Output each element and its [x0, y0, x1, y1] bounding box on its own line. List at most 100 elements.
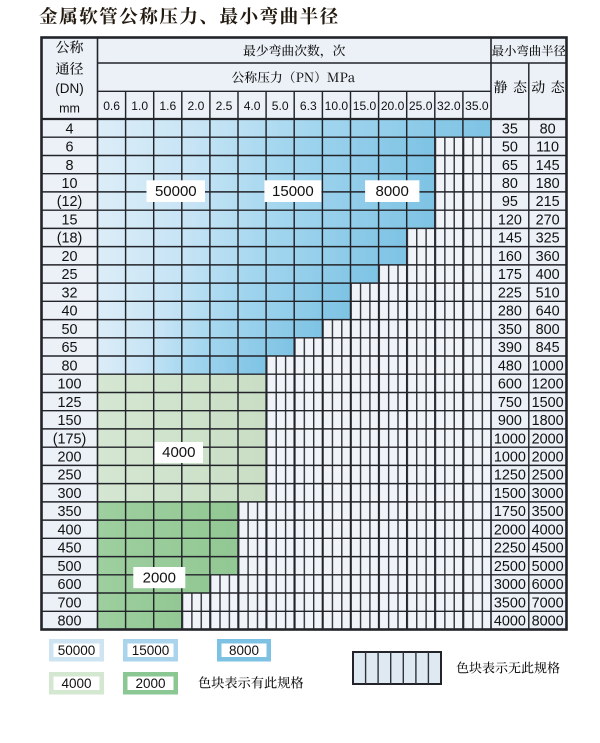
svg-text:1200: 1200 [532, 377, 564, 393]
svg-text:8: 8 [65, 158, 73, 174]
svg-text:50: 50 [61, 322, 77, 338]
svg-text:2000: 2000 [135, 676, 165, 691]
svg-text:360: 360 [536, 249, 560, 265]
svg-text:600: 600 [57, 577, 81, 593]
svg-text:50000: 50000 [58, 643, 96, 658]
svg-text:8000: 8000 [376, 183, 409, 200]
svg-text:800: 800 [536, 322, 560, 338]
svg-text:2000: 2000 [532, 431, 564, 447]
svg-text:145: 145 [536, 158, 560, 174]
svg-text:50000: 50000 [155, 183, 197, 200]
svg-text:280: 280 [498, 304, 522, 320]
svg-text:180: 180 [536, 176, 560, 192]
svg-text:7000: 7000 [532, 595, 564, 611]
svg-text:125: 125 [57, 395, 81, 411]
svg-text:6000: 6000 [532, 577, 564, 593]
svg-text:4000: 4000 [61, 676, 91, 691]
svg-text:mm: mm [59, 101, 80, 115]
svg-text:80: 80 [502, 176, 518, 192]
svg-text:4000: 4000 [532, 522, 564, 538]
svg-text:95: 95 [502, 194, 518, 210]
svg-text:1000: 1000 [494, 450, 526, 466]
svg-text:15: 15 [61, 213, 77, 229]
svg-text:350: 350 [498, 322, 522, 338]
svg-text:1.0: 1.0 [131, 99, 148, 113]
svg-text:5000: 5000 [532, 559, 564, 575]
svg-text:35.0: 35.0 [465, 99, 489, 113]
svg-text:4000: 4000 [162, 444, 195, 461]
svg-text:500: 500 [57, 559, 81, 575]
svg-text:15.0: 15.0 [353, 99, 377, 113]
svg-text:(12): (12) [57, 194, 83, 210]
svg-text:400: 400 [57, 522, 81, 538]
svg-text:25.0: 25.0 [409, 99, 433, 113]
svg-text:2500: 2500 [494, 559, 526, 575]
svg-text:1250: 1250 [494, 468, 526, 484]
svg-text:2.5: 2.5 [216, 99, 233, 113]
svg-text:1000: 1000 [532, 358, 564, 374]
svg-text:1000: 1000 [494, 431, 526, 447]
svg-text:800: 800 [57, 614, 81, 630]
svg-text:1500: 1500 [494, 486, 526, 502]
svg-text:110: 110 [536, 140, 559, 156]
svg-text:2000: 2000 [532, 450, 564, 466]
svg-text:4: 4 [65, 121, 73, 137]
svg-text:390: 390 [498, 340, 522, 356]
svg-text:(DN): (DN) [55, 81, 84, 96]
svg-text:300: 300 [57, 486, 81, 502]
svg-text:10.0: 10.0 [325, 99, 349, 113]
svg-text:450: 450 [57, 541, 81, 557]
svg-text:2000: 2000 [494, 522, 526, 538]
svg-text:35: 35 [502, 121, 518, 137]
svg-text:80: 80 [540, 121, 556, 137]
svg-text:4.0: 4.0 [244, 99, 261, 113]
svg-text:15000: 15000 [132, 643, 170, 658]
svg-text:5.0: 5.0 [272, 99, 289, 113]
svg-text:200: 200 [57, 450, 81, 466]
svg-text:160: 160 [498, 249, 522, 265]
svg-text:1750: 1750 [494, 504, 526, 520]
svg-text:3000: 3000 [532, 486, 564, 502]
svg-text:350: 350 [57, 504, 81, 520]
svg-text:10: 10 [61, 176, 77, 192]
svg-text:20: 20 [61, 249, 77, 265]
svg-text:20.0: 20.0 [381, 99, 405, 113]
svg-text:80: 80 [61, 358, 77, 374]
svg-text:8000: 8000 [532, 614, 564, 630]
svg-text:(18): (18) [57, 231, 83, 247]
svg-text:2000: 2000 [143, 569, 176, 586]
svg-text:700: 700 [57, 595, 81, 611]
svg-text:225: 225 [498, 285, 522, 301]
svg-text:65: 65 [502, 158, 518, 174]
svg-text:175: 175 [498, 267, 522, 283]
svg-text:6.3: 6.3 [300, 99, 317, 113]
svg-text:400: 400 [536, 267, 560, 283]
svg-text:250: 250 [57, 468, 81, 484]
svg-text:2250: 2250 [494, 541, 526, 557]
svg-text:1800: 1800 [532, 413, 564, 429]
svg-text:50: 50 [502, 140, 518, 156]
svg-text:510: 510 [536, 285, 560, 301]
svg-text:6: 6 [65, 140, 73, 156]
svg-text:32: 32 [61, 285, 77, 301]
svg-text:270: 270 [536, 213, 560, 229]
svg-text:(175): (175) [53, 431, 87, 447]
svg-text:845: 845 [536, 340, 560, 356]
svg-text:15000: 15000 [272, 183, 314, 200]
svg-text:4500: 4500 [532, 541, 564, 557]
svg-text:145: 145 [498, 231, 522, 247]
svg-text:32.0: 32.0 [437, 99, 461, 113]
svg-text:4000: 4000 [494, 614, 526, 630]
svg-text:600: 600 [498, 377, 522, 393]
svg-text:2500: 2500 [532, 468, 564, 484]
svg-text:750: 750 [498, 395, 522, 411]
svg-text:120: 120 [498, 213, 522, 229]
svg-text:480: 480 [498, 358, 522, 374]
svg-text:65: 65 [61, 340, 77, 356]
svg-text:325: 325 [536, 231, 560, 247]
svg-text:100: 100 [57, 377, 81, 393]
svg-text:900: 900 [498, 413, 522, 429]
svg-text:1.6: 1.6 [159, 99, 176, 113]
svg-text:25: 25 [61, 267, 77, 283]
svg-text:3000: 3000 [494, 577, 526, 593]
